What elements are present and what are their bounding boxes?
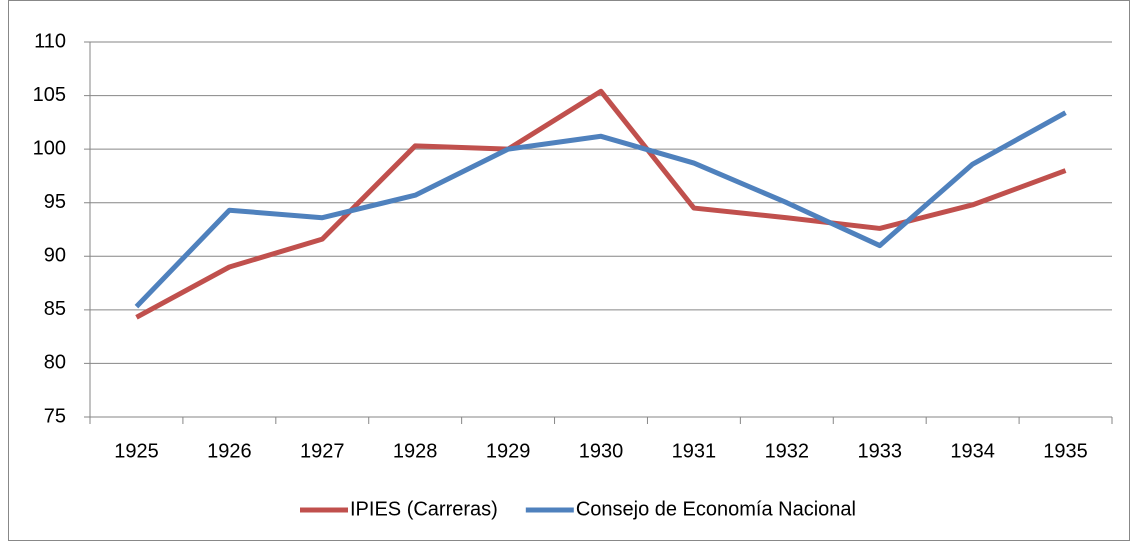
y-tick-label: 105 [33,84,66,106]
x-tick-label: 1930 [579,440,624,462]
y-tick-label: 90 [44,245,66,267]
x-tick-label: 1927 [300,440,345,462]
y-tick-label: 100 [33,137,66,159]
line-series [134,110,1067,309]
x-tick-label: 1932 [765,440,810,462]
y-tick-label: 85 [44,298,66,320]
x-tick-label: 1934 [950,440,995,462]
x-tick-label: 1933 [857,440,902,462]
legend-label: Consejo de Economía Nacional [576,498,856,520]
y-tick-label: 95 [44,191,66,213]
x-tick-label: 1931 [672,440,717,462]
x-tick-label: 1929 [486,440,531,462]
legend-label: IPIES (Carreras) [350,498,498,520]
x-tick-label: 1935 [1043,440,1088,462]
x-tick-label: 1928 [393,440,438,462]
y-tick-label: 110 [34,30,66,52]
y-tick-label: 75 [44,405,66,427]
x-tick-label: 1926 [207,440,252,462]
y-tick-label: 80 [44,352,66,374]
chart-border [8,0,1130,541]
x-tick-label: 1925 [114,440,159,462]
